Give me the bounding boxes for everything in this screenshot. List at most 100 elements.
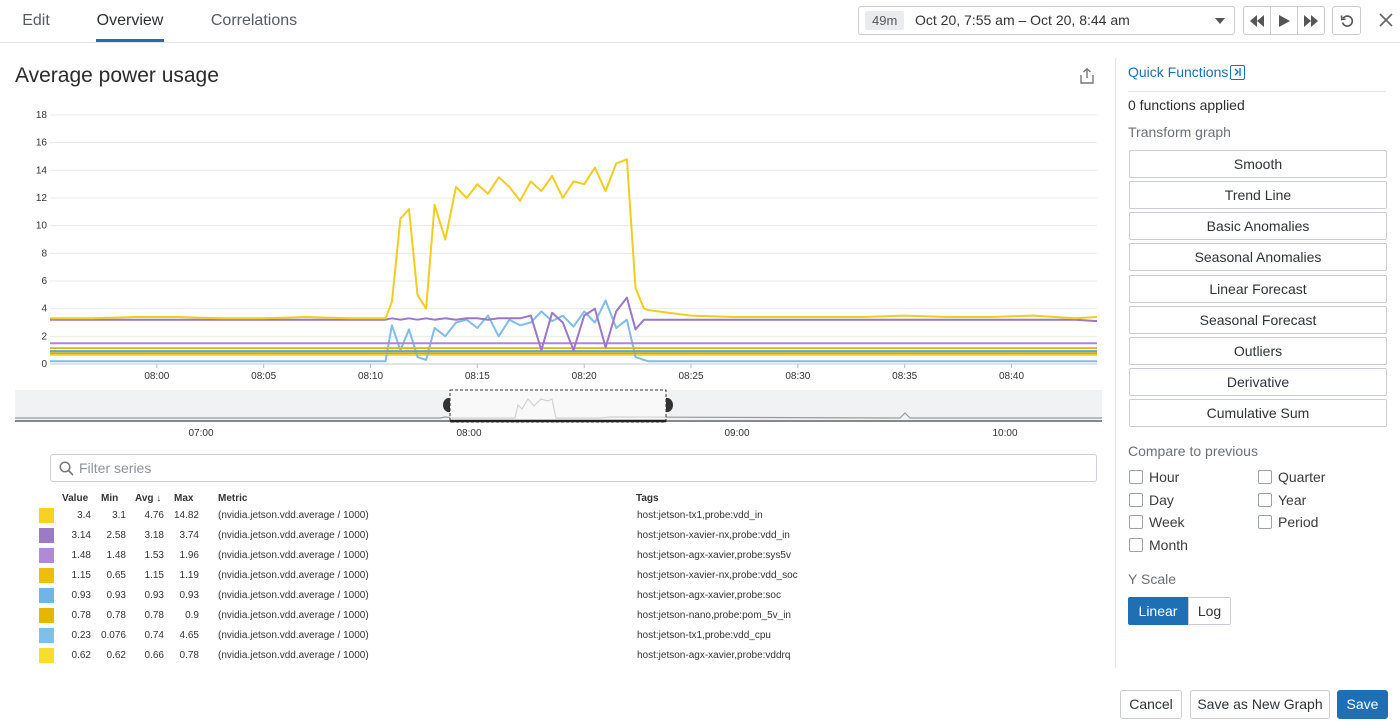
legend-min: 1.48	[106, 550, 126, 561]
function-button-linear-forecast[interactable]: Linear Forecast	[1129, 275, 1387, 303]
checkbox-box[interactable]	[1129, 538, 1143, 552]
tab-edit[interactable]: Edit	[22, 12, 50, 29]
quick-functions-link[interactable]: Quick Functions	[1128, 64, 1229, 80]
x-tick-label: 08:15	[465, 371, 490, 382]
save-as-new-graph-button[interactable]: Save as New Graph	[1190, 690, 1330, 719]
top-bar: Edit Overview Correlations 49m Oct 20, 7…	[0, 0, 1400, 43]
checkbox-box[interactable]	[1129, 470, 1143, 484]
legend-row[interactable]: 0.62 0.62 0.66 0.78 (nvidia.jetson.vdd.avera…	[0, 646, 1100, 666]
legend-avg: 0.78	[144, 610, 164, 621]
transform-graph-label: Transform graph	[1128, 124, 1231, 140]
legend-max: 3.74	[179, 530, 199, 541]
legend-min: 0.93	[106, 590, 126, 601]
checkbox-box[interactable]	[1129, 493, 1143, 507]
tab-overview[interactable]: Overview	[96, 0, 164, 42]
col-tags-header[interactable]: Tags	[636, 493, 659, 504]
checkbox-box[interactable]	[1258, 470, 1272, 484]
x-tick-label: 08:00	[144, 371, 169, 382]
export-icon[interactable]	[1078, 67, 1096, 85]
col-avg-header[interactable]: Avg ↓	[135, 493, 162, 504]
navigator-selection[interactable]	[449, 389, 667, 423]
close-button[interactable]	[1374, 8, 1398, 32]
undo-icon	[1340, 14, 1353, 27]
series-line[interactable]	[50, 299, 1097, 363]
legend-row[interactable]: 0.93 0.93 0.93 0.93 (nvidia.jetson.vdd.avera…	[0, 586, 1100, 606]
col-metric-header[interactable]: Metric	[218, 493, 248, 504]
function-button-seasonal-forecast[interactable]: Seasonal Forecast	[1129, 306, 1387, 334]
legend-row[interactable]: 3.4 3.1 4.76 14.82 (nvidia.jetson.vdd.averag…	[0, 506, 1100, 526]
legend-metric: (nvidia.jetson.vdd.average / 1000)	[218, 550, 369, 561]
navigator-tick-label: 08:00	[456, 428, 481, 439]
legend-tags: host:jetson-tx1,probe:vdd_in	[637, 510, 763, 521]
navigator-handle-left[interactable]	[442, 397, 450, 413]
timeseries-chart[interactable]: 0 2 4 6 8 10 12 14 16 18 08:00 08:05 08:10 08:15 08:2…	[0, 100, 1105, 385]
y-scale-linear-button[interactable]: Linear	[1128, 597, 1188, 625]
navigator-tick-label: 07:00	[188, 428, 213, 439]
legend-row[interactable]: 3.14 2.58 3.18 3.74 (nvidia.jetson.vdd.avera…	[0, 526, 1100, 546]
y-scale-label: Y Scale	[1128, 571, 1176, 587]
series-line[interactable]	[50, 296, 1098, 352]
fast-forward-icon	[1304, 14, 1318, 27]
series-color-swatch	[39, 648, 54, 663]
col-value-header[interactable]: Value	[62, 493, 89, 504]
rewind-icon	[1250, 14, 1264, 27]
navigator-handle-right[interactable]	[666, 397, 674, 413]
open-panel-icon[interactable]	[1230, 65, 1245, 80]
legend-row[interactable]: 1.48 1.48 1.53 1.96 (nvidia.jetson.vdd.avera…	[0, 546, 1100, 566]
filter-series-field	[50, 454, 1097, 482]
function-button-derivative[interactable]: Derivative	[1129, 368, 1387, 396]
legend-min: 0.78	[106, 610, 126, 621]
function-button-basic-anomalies[interactable]: Basic Anomalies	[1129, 212, 1387, 240]
function-button-outliers[interactable]: Outliers	[1129, 337, 1387, 365]
checkbox-box[interactable]	[1258, 515, 1272, 529]
play-button[interactable]	[1271, 7, 1298, 34]
legend-tags: host:jetson-agx-xavier,probe:soc	[637, 590, 781, 601]
legend-max: 0.78	[179, 650, 199, 661]
legend-avg: 0.66	[144, 650, 164, 661]
save-button[interactable]: Save	[1337, 690, 1388, 719]
checkbox-box[interactable]	[1129, 515, 1143, 529]
x-tick-label: 08:40	[999, 371, 1024, 382]
series-color-swatch	[39, 568, 54, 583]
close-icon	[1379, 13, 1393, 27]
legend-value: 0.23	[71, 630, 91, 641]
legend-metric: (nvidia.jetson.vdd.average / 1000)	[218, 630, 369, 641]
series-color-swatch	[39, 588, 54, 603]
x-tick-label: 08:30	[785, 371, 810, 382]
y-scale-log-button[interactable]: Log	[1188, 597, 1231, 625]
legend-value: 3.14	[71, 530, 91, 541]
checkbox-label: Month	[1149, 537, 1188, 553]
function-button-seasonal-anomalies[interactable]: Seasonal Anomalies	[1129, 243, 1387, 271]
playback-controls	[1243, 6, 1325, 35]
graph-title: Average power usage	[15, 64, 219, 87]
time-range-picker[interactable]: 49m Oct 20, 7:55 am – Oct 20, 8:44 am	[858, 6, 1235, 35]
legend-row[interactable]: 1.15 0.65 1.15 1.19 (nvidia.jetson.vdd.avera…	[0, 566, 1100, 586]
reset-button[interactable]	[1332, 6, 1361, 35]
time-navigator[interactable]: 07:00 08:00 09:00 10:00	[0, 385, 1105, 445]
y-tick-label: 6	[41, 276, 47, 287]
function-button-smooth[interactable]: Smooth	[1129, 150, 1387, 178]
function-button-cumulative-sum[interactable]: Cumulative Sum	[1129, 399, 1387, 427]
legend-metric: (nvidia.jetson.vdd.average / 1000)	[218, 610, 369, 621]
legend-tags: host:jetson-tx1,probe:vdd_cpu	[637, 630, 771, 641]
series-line[interactable]	[50, 158, 1098, 320]
cancel-button[interactable]: Cancel	[1120, 690, 1182, 719]
tab-correlations[interactable]: Correlations	[210, 12, 298, 29]
x-tick-label: 08:20	[572, 371, 597, 382]
x-tick-label: 08:10	[358, 371, 383, 382]
legend-row[interactable]: 0.78 0.78 0.78 0.9 (nvidia.jetson.vdd.averag…	[0, 606, 1100, 626]
checkbox-box[interactable]	[1258, 493, 1272, 507]
fast-forward-button[interactable]	[1298, 7, 1324, 34]
legend-tags: host:jetson-agx-xavier,probe:vddrq	[637, 650, 791, 661]
series-color-swatch	[39, 548, 54, 563]
y-tick-label: 12	[36, 193, 48, 204]
checkbox-label: Quarter	[1278, 469, 1326, 485]
checkbox-label: Year	[1278, 492, 1307, 508]
function-button-trend-line[interactable]: Trend Line	[1129, 181, 1387, 209]
col-min-header[interactable]: Min	[101, 493, 119, 504]
legend-row[interactable]: 0.23 0.076 0.74 4.65 (nvidia.jetson.vdd.aver…	[0, 626, 1100, 646]
rewind-button[interactable]	[1244, 7, 1271, 34]
x-axis-labels: 08:00 08:05 08:10 08:15 08:20 08:25 08:30 08:35…	[144, 371, 1024, 382]
col-max-header[interactable]: Max	[174, 493, 194, 504]
filter-series-input[interactable]	[79, 456, 1079, 480]
